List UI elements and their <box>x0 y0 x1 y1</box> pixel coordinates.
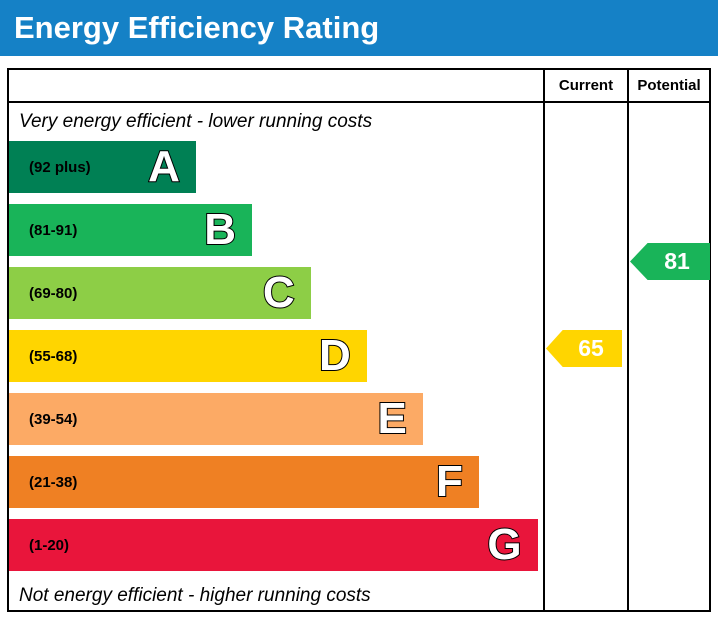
band-d-letter: D <box>318 331 352 380</box>
band-c-bar: (69-80) C <box>9 267 311 319</box>
band-g-letter: G <box>486 520 522 569</box>
current-value: 65 <box>578 335 604 361</box>
current-column-header: Current <box>543 70 627 103</box>
potential-column-header: Potential <box>627 70 709 103</box>
band-a-bar: (92 plus) A <box>9 141 196 193</box>
band-e-range: (39-54) <box>29 410 78 428</box>
energy-efficiency-chart: Current Potential Very energy efficient … <box>7 68 711 612</box>
band-f-letter: F <box>435 457 464 506</box>
band-row-f: (21-38) F <box>9 456 543 519</box>
band-row-a: (92 plus) A <box>9 141 543 204</box>
rating-bands: Very energy efficient - lower running co… <box>9 103 543 610</box>
band-d-bar: (55-68) D <box>9 330 367 382</box>
band-e-letter: E <box>376 394 407 443</box>
top-note: Very energy efficient - lower running co… <box>19 111 373 132</box>
title-bar: Energy Efficiency Rating <box>0 0 718 56</box>
band-f-bar: (21-38) F <box>9 456 479 508</box>
band-g-range: (1-20) <box>29 536 70 554</box>
current-arrow: 65 <box>546 330 622 367</box>
band-c-letter: C <box>262 268 296 317</box>
band-row-d: (55-68) D <box>9 330 543 393</box>
page-title: Energy Efficiency Rating <box>14 10 380 45</box>
potential-column: 81 <box>627 103 710 610</box>
band-b-range: (81-91) <box>29 221 78 239</box>
band-row-c: (69-80) C <box>9 267 543 330</box>
band-d-range: (55-68) <box>29 347 78 365</box>
band-a-range: (92 plus) <box>29 158 91 176</box>
potential-arrow: 81 <box>630 243 710 280</box>
band-g-bar: (1-20) G <box>9 519 538 571</box>
band-c-range: (69-80) <box>29 284 78 302</box>
band-b-letter: B <box>203 205 237 254</box>
bottom-note: Not energy efficient - higher running co… <box>19 585 371 606</box>
bars-header-spacer <box>9 70 543 103</box>
band-row-g: (1-20) G <box>9 519 543 582</box>
band-row-e: (39-54) E <box>9 393 543 456</box>
band-e-bar: (39-54) E <box>9 393 423 445</box>
band-f-range: (21-38) <box>29 473 78 491</box>
band-a-letter: A <box>147 142 181 191</box>
potential-value: 81 <box>664 248 690 274</box>
current-column: 65 <box>543 103 627 610</box>
band-row-b: (81-91) B <box>9 204 543 267</box>
band-b-bar: (81-91) B <box>9 204 252 256</box>
